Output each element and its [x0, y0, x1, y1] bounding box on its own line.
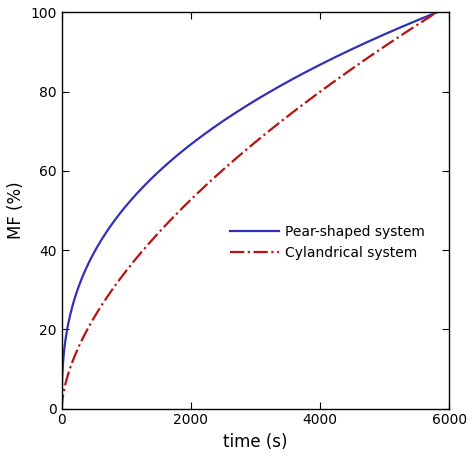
Cylandrical system — [198, 187, 204, 193]
Pear-shaped system — [92, 248, 98, 254]
Cylandrical system — [367, 54, 373, 59]
Pear-shaped system — [284, 79, 290, 85]
Y-axis label: MF (%): MF (%) — [7, 182, 25, 240]
Line: Cylandrical system: Cylandrical system — [62, 12, 437, 409]
Pear-shaped system — [59, 406, 64, 411]
Cylandrical system — [434, 10, 439, 15]
Cylandrical system — [59, 406, 64, 411]
Cylandrical system — [67, 365, 73, 371]
Line: Pear-shaped system: Pear-shaped system — [62, 12, 437, 409]
Cylandrical system — [284, 114, 290, 120]
Pear-shaped system — [67, 313, 73, 318]
Pear-shaped system — [79, 276, 85, 281]
Pear-shaped system — [434, 10, 439, 15]
Legend: Pear-shaped system, Cylandrical system: Pear-shaped system, Cylandrical system — [224, 219, 431, 265]
Cylandrical system — [92, 313, 98, 319]
Pear-shaped system — [367, 38, 373, 44]
X-axis label: time (s): time (s) — [223, 433, 288, 451]
Pear-shaped system — [198, 134, 204, 140]
Cylandrical system — [79, 338, 85, 343]
